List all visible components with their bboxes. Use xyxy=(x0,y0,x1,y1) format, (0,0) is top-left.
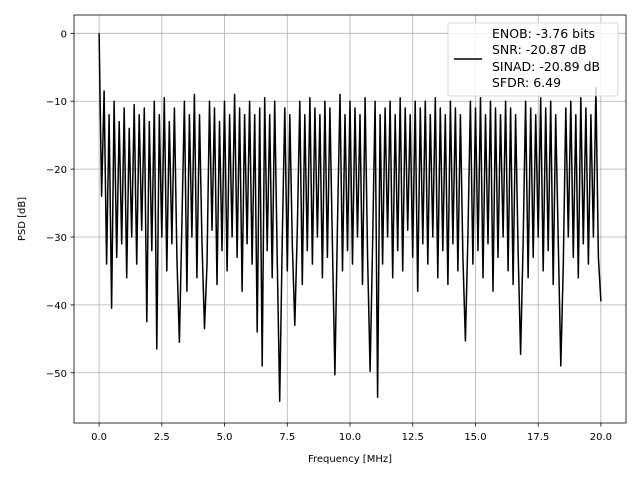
legend: ENOB: -3.76 bits SNR: -20.87 dB SINAD: -… xyxy=(447,22,619,97)
y-tick-label: −40 xyxy=(46,301,67,312)
x-tick-label: 17.5 xyxy=(527,432,549,443)
y-tick-label: 0 xyxy=(61,29,67,40)
x-tick-label: 0.0 xyxy=(91,432,107,443)
psd-series xyxy=(98,33,602,403)
x-axis: 0.0 2.5 5.0 7.5 10.0 12.5 15.0 17.5 20.0 xyxy=(91,423,612,443)
y-tick-label: −30 xyxy=(46,233,67,244)
x-tick-label: 5.0 xyxy=(217,432,233,443)
y-tick-label: −50 xyxy=(46,369,67,380)
x-tick-label: 15.0 xyxy=(464,432,486,443)
psd-line xyxy=(98,33,602,403)
x-tick-label: 20.0 xyxy=(590,432,612,443)
x-tick-label: 2.5 xyxy=(154,432,170,443)
legend-enob: ENOB: -3.76 bits xyxy=(492,26,595,41)
x-tick-label: 7.5 xyxy=(279,432,295,443)
x-tick-label: 12.5 xyxy=(402,432,424,443)
y-axis: 0 −10 −20 −30 −40 −50 xyxy=(46,29,74,380)
legend-snr: SNR: -20.87 dB xyxy=(492,42,587,57)
y-tick-label: −10 xyxy=(46,97,67,108)
y-axis-label: PSD [dB] xyxy=(17,197,28,241)
y-tick-label: −20 xyxy=(46,165,67,176)
x-tick-label: 10.0 xyxy=(339,432,361,443)
legend-box xyxy=(447,22,619,97)
legend-sinad: SINAD: -20.89 dB xyxy=(492,59,600,74)
x-axis-label: Frequency [MHz] xyxy=(308,454,392,465)
legend-sfdr: SFDR: 6.49 xyxy=(492,75,561,90)
